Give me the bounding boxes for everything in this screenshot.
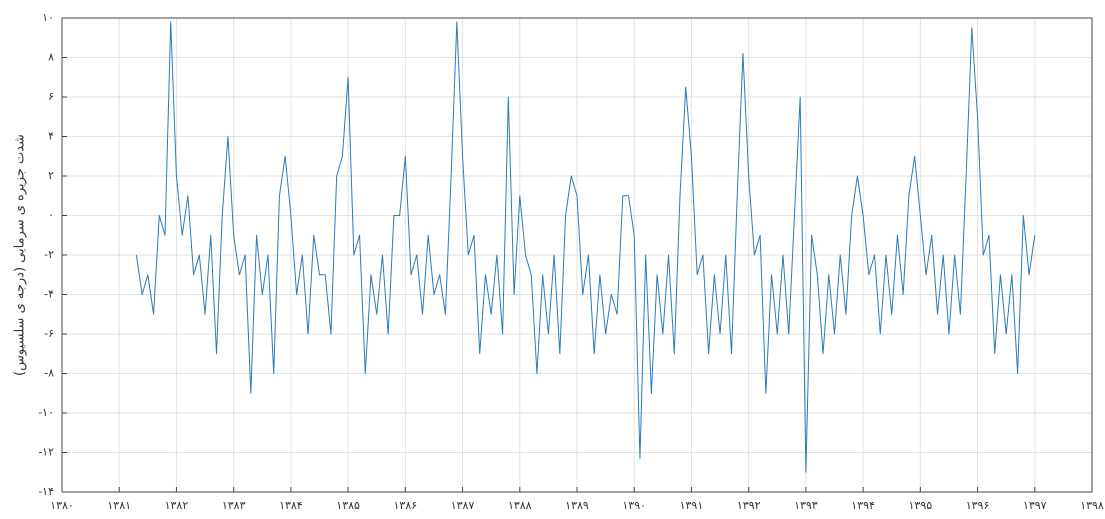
y-tick-label: ۴ xyxy=(48,130,54,143)
x-tick-label: ۱۳۹۲ xyxy=(737,499,761,512)
y-tick-label: -۱۲ xyxy=(38,446,54,459)
x-tick-label: ۱۳۹۰ xyxy=(622,499,646,512)
y-tick-label: ۰ xyxy=(48,209,54,222)
x-tick-label: ۱۳۸۸ xyxy=(508,499,532,512)
x-tick-label: ۱۳۹۵ xyxy=(909,499,933,512)
x-tick-label: ۱۳۸۶ xyxy=(394,499,418,512)
y-tick-label: ۸ xyxy=(48,51,54,64)
x-tick-label: ۱۳۸۹ xyxy=(565,499,589,512)
x-tick-label: ۱۳۸۵ xyxy=(336,499,360,512)
x-tick-label: ۱۳۸۲ xyxy=(165,499,189,512)
x-tick-label: ۱۳۸۱ xyxy=(107,499,131,512)
y-tick-label: -۶ xyxy=(44,327,54,340)
x-tick-label: ۱۳۸۰ xyxy=(50,499,74,512)
y-axis-label: شدت جزیره ی سرمایی (درجه ی سلسیوس) xyxy=(13,134,28,376)
x-tick-label: ۱۳۹۸ xyxy=(1080,499,1104,512)
x-tick-label: ۱۳۹۳ xyxy=(794,499,818,512)
data-line xyxy=(135,21,1036,473)
y-tick-label: -۱۰ xyxy=(38,406,54,419)
y-tick-label: ۱۰ xyxy=(42,11,54,24)
y-tick-label: -۲ xyxy=(44,248,54,261)
x-tick-label: ۱۳۸۳ xyxy=(222,499,246,512)
y-tick-label: ۲ xyxy=(48,169,54,182)
x-tick-label: ۱۳۹۱ xyxy=(680,499,704,512)
plot-frame xyxy=(61,17,1093,493)
x-tick-label: ۱۳۹۴ xyxy=(851,499,875,512)
y-tick-label: -۸ xyxy=(44,367,54,380)
x-tick-label: ۱۳۹۶ xyxy=(966,499,990,512)
x-tick-label: ۱۳۹۷ xyxy=(1023,499,1047,512)
y-tick-label: ۶ xyxy=(48,90,54,103)
x-tick-label: ۱۳۸۷ xyxy=(451,499,475,512)
y-tick-label: -۱۴ xyxy=(38,485,54,498)
x-tick-label: ۱۳۸۴ xyxy=(279,499,303,512)
y-tick-label: -۴ xyxy=(44,288,54,301)
